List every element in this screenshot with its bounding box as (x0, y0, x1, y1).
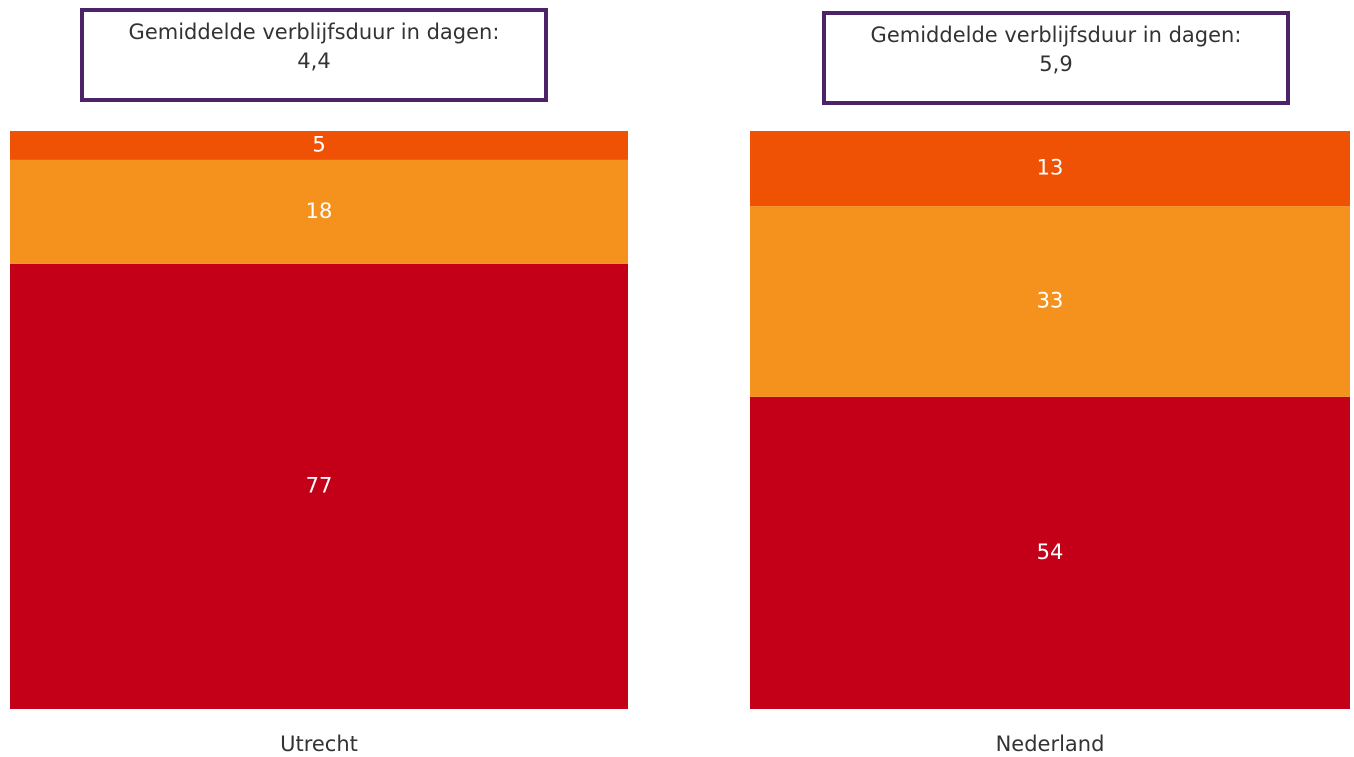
x-tick-label: Nederland (996, 732, 1105, 756)
annotation-box: Gemiddelde verblijfsduur in dagen: 4,4 (80, 8, 548, 102)
bar-segment (750, 131, 1350, 207)
data-label: 77 (306, 473, 333, 497)
bar-segment (750, 396, 1350, 709)
data-label: 18 (306, 199, 333, 223)
annotation-box: Gemiddelde verblijfsduur in dagen: 5,9 (822, 11, 1290, 105)
bar-segment (10, 131, 628, 160)
bar-segment (750, 206, 1350, 397)
data-label: 5 (312, 132, 325, 156)
data-label: 54 (1037, 540, 1064, 564)
bar-segment (10, 263, 628, 709)
data-label: 33 (1037, 289, 1064, 313)
bar-segment (10, 159, 628, 264)
data-label: 13 (1037, 156, 1064, 180)
x-tick-label: Utrecht (280, 732, 358, 756)
